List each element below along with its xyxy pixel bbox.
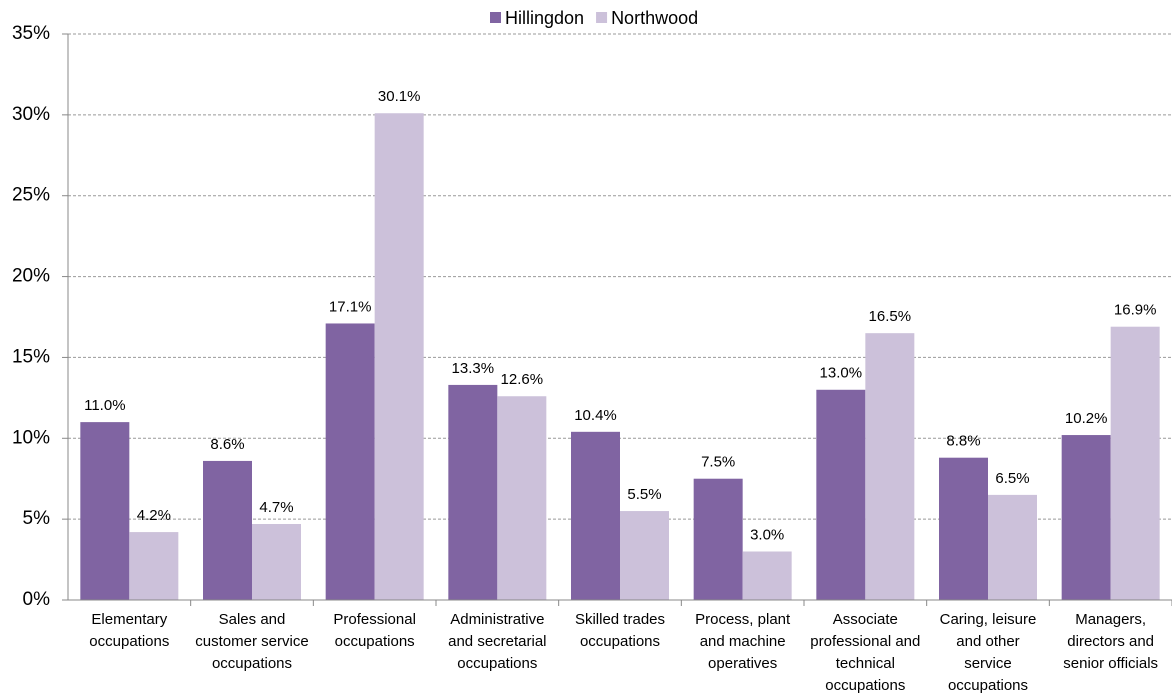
x-tick-label: Sales and customer service occupations bbox=[195, 611, 309, 672]
data-label: 16.9% bbox=[1114, 302, 1157, 319]
data-label: 7.5% bbox=[701, 454, 735, 471]
data-label: 8.6% bbox=[210, 436, 244, 453]
bar bbox=[693, 478, 743, 600]
data-label: 4.2% bbox=[137, 507, 171, 524]
data-label: 3.0% bbox=[750, 526, 784, 543]
data-label: 4.7% bbox=[259, 499, 293, 516]
bar bbox=[939, 457, 988, 600]
y-tick-label: 35% bbox=[12, 23, 50, 44]
data-label: 10.2% bbox=[1065, 410, 1108, 427]
x-tick-label: Process, plant and machine operatives bbox=[695, 611, 791, 672]
bar bbox=[988, 494, 1037, 600]
bar bbox=[865, 333, 915, 600]
data-label: 16.5% bbox=[869, 308, 912, 325]
x-tick-label: Skilled trades occupations bbox=[574, 611, 665, 650]
data-label: 13.3% bbox=[452, 360, 495, 377]
legend-swatch bbox=[490, 12, 501, 23]
bar bbox=[374, 113, 424, 601]
bar bbox=[325, 323, 375, 600]
x-tick-label: Associate professional and technical occ… bbox=[810, 611, 921, 694]
legend-label: Northwood bbox=[611, 8, 698, 28]
bar bbox=[571, 431, 620, 600]
data-label: 11.0% bbox=[84, 397, 125, 414]
data-label: 12.6% bbox=[501, 371, 544, 388]
y-tick-label: 0% bbox=[23, 589, 51, 610]
y-tick-label: 10% bbox=[12, 427, 50, 448]
data-label: 17.1% bbox=[329, 298, 372, 315]
y-tick-label: 30% bbox=[12, 104, 50, 125]
y-tick-label: 25% bbox=[12, 185, 50, 206]
bar bbox=[816, 389, 866, 600]
data-label: 13.0% bbox=[820, 365, 863, 382]
bar bbox=[497, 396, 547, 600]
y-tick-label: 5% bbox=[23, 508, 51, 529]
data-label: 10.4% bbox=[574, 407, 617, 424]
bar bbox=[129, 532, 179, 600]
data-label: 8.8% bbox=[946, 433, 980, 450]
bar bbox=[80, 422, 130, 600]
data-label: 5.5% bbox=[627, 486, 661, 503]
bar bbox=[1110, 326, 1160, 600]
data-label: 6.5% bbox=[995, 470, 1029, 487]
x-tick-label: Elementary occupations bbox=[89, 611, 170, 650]
y-tick-label: 20% bbox=[12, 266, 50, 287]
bar bbox=[742, 551, 792, 600]
data-label: 30.1% bbox=[378, 88, 421, 105]
bar bbox=[1061, 435, 1111, 600]
legend-swatch bbox=[596, 12, 608, 23]
x-tick-label: Caring, leisure and other service occupa… bbox=[939, 611, 1037, 694]
legend-label: Hillingdon bbox=[505, 8, 584, 28]
x-tick-label: Administrative and secretarial occupatio… bbox=[448, 611, 547, 672]
x-tick-label: Managers, directors and senior officials bbox=[1063, 611, 1159, 672]
bar bbox=[620, 511, 669, 600]
y-tick-label: 15% bbox=[12, 346, 50, 367]
bar bbox=[203, 460, 252, 600]
bar bbox=[448, 384, 498, 600]
bar bbox=[252, 523, 301, 600]
x-tick-label: Professional occupations bbox=[333, 611, 416, 650]
